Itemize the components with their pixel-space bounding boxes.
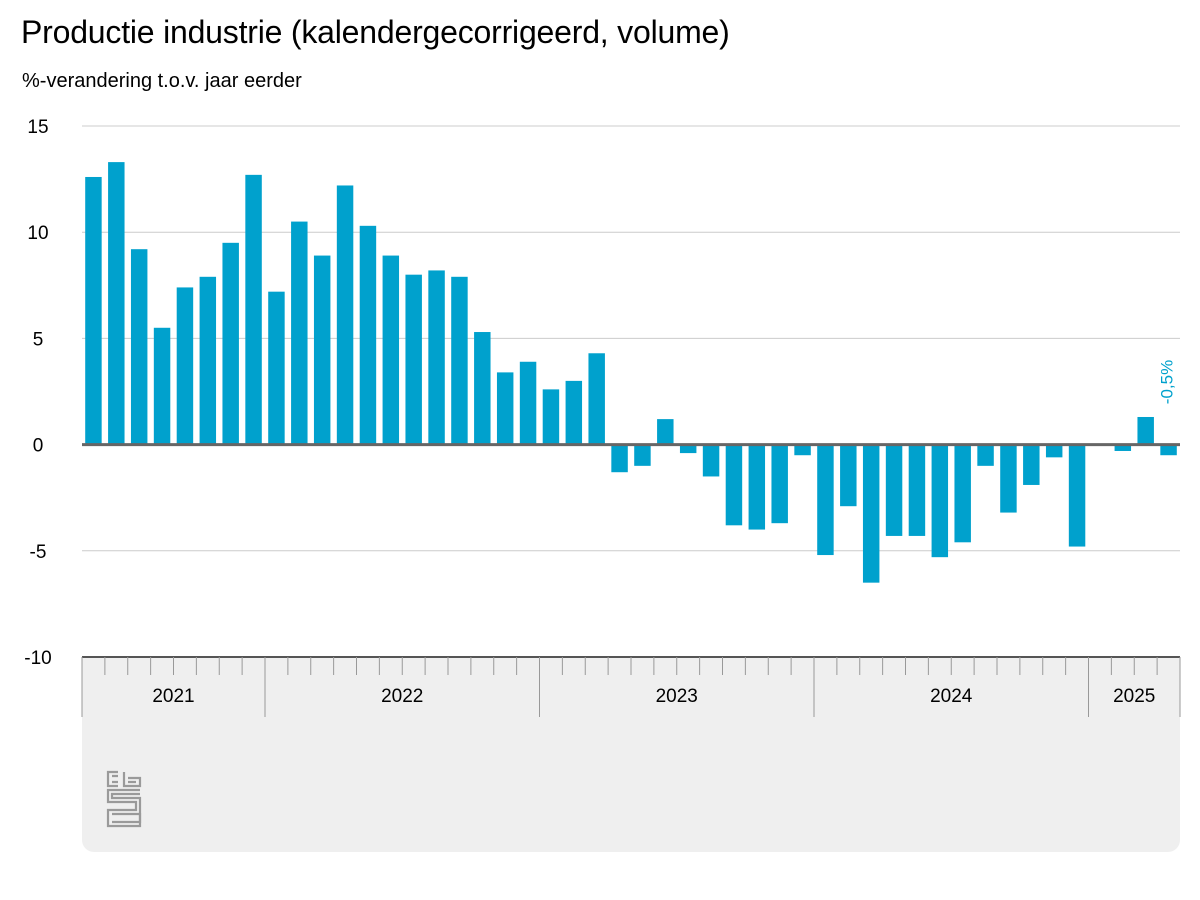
bar: [1045, 444, 1063, 458]
bar: [588, 353, 605, 445]
bar: [382, 255, 400, 445]
x-year-label: 2025: [1113, 686, 1155, 707]
bar: [291, 221, 308, 445]
bar: [359, 225, 377, 445]
bar: [428, 270, 445, 445]
bar: [1068, 444, 1086, 547]
bar: [496, 372, 514, 445]
y-tick-label: 5: [33, 329, 44, 350]
bar: [474, 332, 491, 445]
bar: [153, 327, 171, 445]
bar: [1023, 444, 1040, 485]
y-tick-label: -5: [30, 542, 47, 563]
bar: [542, 389, 560, 445]
bar: [176, 287, 194, 445]
bar: [657, 419, 674, 445]
bar: [977, 444, 994, 466]
bar: [1160, 444, 1177, 456]
bar: [954, 444, 971, 543]
bar: [336, 185, 354, 445]
bar: [862, 444, 880, 583]
footer-logo-area: [82, 717, 1180, 852]
bar: [108, 162, 125, 445]
bar: [794, 444, 811, 456]
bar: [451, 276, 468, 445]
y-tick-label: -10: [24, 648, 51, 669]
bar: [1114, 444, 1132, 451]
chart-title: Productie industrie (kalendergecorrigeer…: [21, 14, 730, 50]
y-tick-label: 0: [33, 436, 44, 457]
x-year-label: 2024: [930, 686, 973, 707]
bar: [634, 444, 651, 466]
chart-subtitle: %-verandering t.o.v. jaar eerder: [22, 70, 302, 92]
bars: [85, 162, 1177, 583]
bar: [1137, 416, 1154, 445]
bar: [130, 249, 148, 445]
x-axis: 2021 2022 2023 2024 2025: [81, 656, 1181, 717]
bar: [885, 444, 903, 536]
x-year-label: 2022: [381, 686, 423, 707]
y-axis-tick-labels: 15 10 5 0 -5 -10: [24, 117, 51, 669]
x-year-label: 2021: [152, 686, 194, 707]
bar: [245, 174, 262, 445]
bar: [702, 444, 720, 477]
bar: [679, 444, 697, 454]
bar: [222, 242, 239, 445]
bar: [840, 444, 857, 507]
bar: [817, 444, 834, 556]
bar: [405, 274, 422, 445]
y-tick-label: 15: [27, 117, 48, 138]
bar: [611, 444, 628, 473]
bar: [268, 291, 285, 445]
cbs-logo-icon: [106, 770, 142, 828]
bar: [519, 361, 537, 445]
bar: [931, 444, 949, 558]
bar: [908, 444, 926, 536]
x-year-label: 2023: [656, 686, 698, 707]
bar: [85, 176, 102, 445]
bar: [771, 444, 788, 524]
bar: [725, 444, 743, 526]
y-tick-label: 10: [27, 223, 48, 244]
data-labels: -0,5%: [1158, 360, 1177, 404]
bar: [1000, 444, 1017, 513]
last-value-label: -0,5%: [1158, 360, 1177, 404]
bar: [565, 380, 583, 445]
bar: [748, 444, 766, 530]
gridlines: [82, 125, 1180, 552]
bar: [313, 255, 331, 445]
bar: [199, 276, 217, 445]
